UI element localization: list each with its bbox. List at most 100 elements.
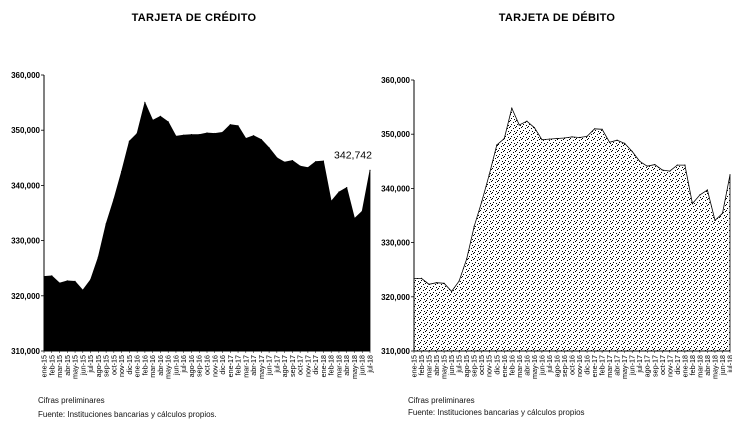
debit-x-tick-label: ago-15: [462, 355, 471, 377]
debit-footnote-preliminary: Cifras preliminares: [408, 396, 475, 405]
debit-x-tick-label: may-16: [530, 355, 539, 379]
credit-x-tick-label: ago-16: [187, 355, 196, 377]
debit-x-tick-label: nov-16: [575, 355, 584, 377]
debit-x-tick-label: ago-17: [643, 355, 652, 377]
debit-point: [609, 141, 611, 143]
debit-point: [669, 170, 671, 172]
credit-x-tick-label: abr-17: [249, 355, 258, 376]
credit-x-tick-label: ago-17: [280, 355, 289, 377]
credit-point: [361, 210, 363, 212]
debit-x-tick-label: nov-15: [485, 355, 494, 377]
credit-point: [90, 279, 92, 281]
credit-point: [276, 157, 278, 159]
credit-point: [221, 131, 224, 133]
debit-x-tick-label: ene-18: [680, 355, 689, 377]
credit-point: [51, 275, 53, 277]
credit-x-tick-label: sep-16: [195, 355, 204, 377]
credit-x-tick-label: abr-16: [156, 355, 165, 376]
debit-point: [458, 280, 460, 282]
credit-x-tick-label: jun-16: [172, 355, 181, 376]
debit-x-tick-label: jun-15: [447, 355, 456, 376]
credit-point: [214, 132, 216, 135]
debit-y-tick-label: 360,000: [381, 76, 410, 85]
debit-point: [496, 144, 498, 146]
credit-x-tick-label: feb-16: [140, 355, 149, 375]
debit-point: [526, 120, 528, 122]
debit-point: [646, 165, 648, 167]
debit-point: [684, 164, 686, 166]
debit-point: [594, 128, 596, 130]
debit-point: [428, 283, 430, 285]
credit-x-tick-label: oct-17: [296, 355, 305, 375]
debit-x-tick-label: may-18: [711, 355, 720, 379]
credit-point: [299, 165, 301, 167]
debit-x-tick-label: sep-17: [650, 355, 659, 377]
debit-point: [541, 139, 543, 141]
debit-point: [511, 107, 513, 109]
credit-x-tick-label: ene-18: [319, 355, 328, 377]
credit-x-tick-label: sep-15: [102, 355, 111, 377]
credit-point: [113, 198, 115, 200]
debit-x-tick-label: nov-17: [665, 355, 674, 377]
credit-x-tick-label: abr-15: [63, 355, 72, 376]
debit-point: [420, 277, 423, 279]
debit-point: [714, 219, 716, 221]
debit-point: [639, 160, 641, 162]
credit-x-tick-label: mar-15: [55, 355, 64, 378]
credit-x-tick-label: ene-16: [133, 355, 142, 377]
debit-point: [436, 282, 438, 284]
debit-x-tick-label: feb-15: [417, 355, 426, 375]
debit-x-tick-label: jun-17: [628, 355, 637, 376]
credit-x-tick-label: oct-16: [203, 355, 212, 375]
credit-x-tick-label: jul-18: [366, 355, 375, 374]
credit-x-tick-label: ene-15: [40, 355, 49, 377]
credit-y-tick-label: 310,000: [11, 347, 40, 356]
debit-x-tick-label: jul-18: [726, 355, 732, 374]
debit-x-tick-label: mar-17: [605, 355, 614, 378]
credit-point: [291, 160, 293, 162]
credit-x-tick-label: feb-15: [47, 355, 56, 375]
credit-x-tick-label: oct-15: [109, 355, 118, 375]
debit-x-tick-label: abr-16: [522, 355, 531, 376]
credit-x-tick-label: may-17: [257, 355, 266, 379]
credit-x-tick-label: may-18: [350, 355, 359, 379]
debit-y-tick-label: 330,000: [381, 239, 410, 248]
credit-last-value-label: 342,742: [334, 149, 372, 161]
debit-point: [563, 137, 566, 139]
credit-point: [152, 119, 154, 121]
debit-point: [616, 139, 618, 141]
credit-y-tick-label: 340,000: [11, 181, 40, 190]
debit-point: [691, 203, 694, 205]
debit-point: [721, 212, 724, 214]
debit-point: [706, 189, 709, 191]
debit-point: [631, 150, 633, 153]
debit-y-tick-label: 340,000: [381, 184, 410, 193]
credit-point: [369, 169, 371, 171]
credit-point: [175, 135, 177, 137]
credit-point: [284, 161, 286, 163]
debit-x-tick-label: may-17: [620, 355, 629, 379]
credit-y-tick-label: 330,000: [11, 237, 40, 246]
debit-chart-title: TARJETA DE DÉBITO: [498, 12, 616, 24]
debit-point: [699, 194, 701, 196]
credit-footnote-preliminary: Cifras preliminares: [38, 396, 105, 405]
debit-area: [413, 106, 731, 352]
credit-chart-title: TARJETA DE CRÉDITO: [131, 12, 257, 24]
debit-x-tick-label: sep-15: [470, 355, 479, 377]
debit-x-tick-label: ene-15: [410, 355, 419, 377]
credit-x-tick-label: ago-15: [94, 355, 103, 377]
credit-x-tick-label: jun-17: [265, 355, 274, 376]
debit-y-tick-label: 320,000: [381, 293, 410, 302]
debit-point: [578, 136, 581, 139]
debit-point: [676, 164, 678, 166]
credit-x-tick-label: nov-17: [303, 355, 312, 377]
debit-point: [571, 136, 573, 138]
credit-point: [190, 134, 193, 136]
debit-point: [473, 225, 475, 227]
debit-point: [556, 137, 558, 140]
debit-x-tick-label: ene-17: [590, 355, 599, 377]
credit-point: [245, 137, 247, 140]
credit-point: [97, 256, 99, 258]
debit-point: [661, 169, 663, 171]
credit-x-tick-label: dic-16: [218, 355, 227, 375]
